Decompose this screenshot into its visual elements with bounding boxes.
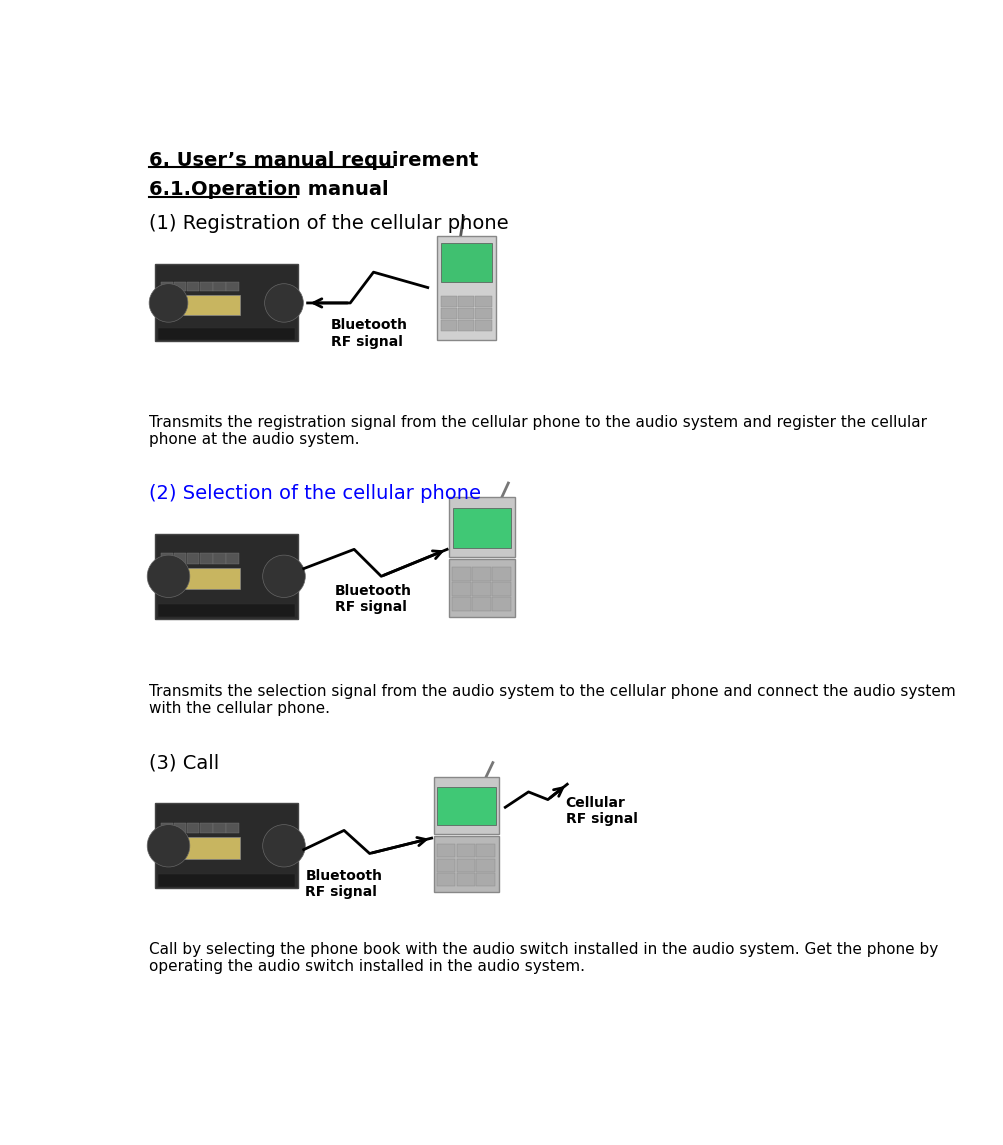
Bar xyxy=(448,497,515,558)
Bar xyxy=(157,329,295,340)
Bar xyxy=(451,567,470,581)
Bar xyxy=(433,776,498,835)
Bar xyxy=(187,282,200,291)
Bar xyxy=(174,282,187,291)
Bar xyxy=(451,582,470,595)
Bar xyxy=(457,295,473,307)
Bar xyxy=(440,243,492,283)
Text: (1) Registration of the cellular phone: (1) Registration of the cellular phone xyxy=(148,214,508,234)
Bar xyxy=(491,598,511,610)
Bar xyxy=(213,823,226,834)
Bar xyxy=(154,264,298,341)
Bar xyxy=(160,553,173,563)
Bar xyxy=(436,859,455,871)
Bar xyxy=(433,836,498,892)
Bar xyxy=(451,598,470,610)
Text: Transmits the registration signal from the cellular phone to the audio system an: Transmits the registration signal from t… xyxy=(148,414,926,447)
Bar xyxy=(174,553,187,563)
Text: (2) Selection of the cellular phone: (2) Selection of the cellular phone xyxy=(148,484,480,503)
Circle shape xyxy=(265,284,303,322)
Bar xyxy=(474,319,491,331)
Bar xyxy=(436,844,455,856)
Bar xyxy=(456,844,474,856)
Text: Cellular
RF signal: Cellular RF signal xyxy=(565,796,637,826)
Bar xyxy=(457,319,473,331)
Circle shape xyxy=(263,824,305,867)
Bar xyxy=(160,823,173,834)
Text: (3) Call: (3) Call xyxy=(148,753,219,773)
Bar xyxy=(213,282,226,291)
Bar xyxy=(160,295,240,315)
Bar xyxy=(476,859,494,871)
Bar xyxy=(160,837,240,859)
Bar xyxy=(160,282,173,291)
Circle shape xyxy=(147,824,190,867)
Bar xyxy=(174,823,187,834)
Bar xyxy=(474,308,491,319)
Circle shape xyxy=(263,555,305,598)
Text: 6. User’s manual requirement: 6. User’s manual requirement xyxy=(148,151,477,171)
Bar xyxy=(471,567,490,581)
Bar xyxy=(227,553,239,563)
Bar xyxy=(154,804,298,889)
Text: Call by selecting the phone book with the audio switch installed in the audio sy: Call by selecting the phone book with th… xyxy=(148,942,937,974)
Bar xyxy=(456,874,474,886)
Bar xyxy=(440,295,456,307)
Bar xyxy=(440,319,456,331)
Bar xyxy=(187,553,200,563)
Bar xyxy=(440,308,456,319)
Bar xyxy=(456,859,474,871)
Bar xyxy=(157,605,295,617)
Bar xyxy=(187,823,200,834)
Bar xyxy=(437,236,495,340)
Bar xyxy=(474,295,491,307)
Bar xyxy=(227,823,239,834)
Bar xyxy=(471,582,490,595)
Bar xyxy=(436,874,455,886)
Bar xyxy=(227,282,239,291)
Bar xyxy=(491,582,511,595)
Text: Bluetooth
RF signal: Bluetooth RF signal xyxy=(305,869,382,899)
Bar xyxy=(471,598,490,610)
Bar xyxy=(448,559,515,617)
Bar xyxy=(200,553,213,563)
Circle shape xyxy=(149,284,188,322)
Bar xyxy=(476,844,494,856)
Bar xyxy=(154,534,298,618)
Bar xyxy=(457,308,473,319)
Bar xyxy=(452,508,511,547)
Text: Transmits the selection signal from the audio system to the cellular phone and c: Transmits the selection signal from the … xyxy=(148,684,955,717)
Circle shape xyxy=(147,555,190,598)
Text: Bluetooth
RF signal: Bluetooth RF signal xyxy=(334,584,411,614)
Bar xyxy=(491,567,511,581)
Text: 6.1.Operation manual: 6.1.Operation manual xyxy=(148,180,388,199)
Bar xyxy=(213,553,226,563)
Bar xyxy=(160,568,240,589)
Bar xyxy=(437,787,495,826)
Bar xyxy=(200,823,213,834)
Bar xyxy=(157,874,295,886)
Text: Bluetooth
RF signal: Bluetooth RF signal xyxy=(331,318,407,348)
Bar xyxy=(200,282,213,291)
Bar xyxy=(476,874,494,886)
